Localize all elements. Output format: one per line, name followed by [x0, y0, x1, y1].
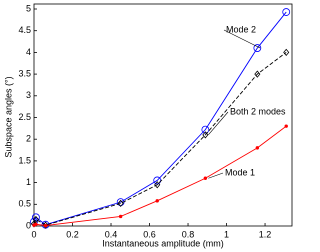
- x-tick-label: 0.2: [66, 229, 79, 239]
- marker: [202, 131, 209, 139]
- marker: [118, 214, 123, 219]
- marker: [154, 181, 161, 189]
- marker: [34, 222, 38, 226]
- marker: [255, 146, 260, 150]
- x-tick-label: 1.2: [259, 229, 272, 239]
- annotation-pointer: [208, 111, 229, 136]
- marker: [32, 215, 39, 224]
- marker: [32, 213, 40, 222]
- marker: [153, 176, 162, 185]
- y-tick-label: 5: [26, 3, 31, 13]
- x-tick-label: 0: [31, 229, 36, 239]
- marker: [43, 223, 48, 228]
- x-axis-label: Instantaneous amplitude (mm): [102, 238, 224, 248]
- y-tick-label: 0.5: [18, 199, 31, 209]
- marker: [254, 70, 261, 78]
- annotation-pointer: [208, 172, 224, 179]
- chart: Instantaneous amplitude (mm) Subspace an…: [3, 3, 293, 248]
- x-tick-label: 0.8: [182, 229, 195, 239]
- x-tick-label: 0.4: [105, 229, 118, 239]
- annotation: Mode 1: [225, 167, 255, 177]
- y-tick-label: 3: [26, 90, 31, 100]
- y-axis-label: Subspace angles (°): [3, 76, 13, 157]
- y-tick-label: 3.5: [18, 68, 31, 78]
- y-tick-label: 0: [26, 220, 31, 230]
- marker: [203, 176, 208, 180]
- marker: [253, 44, 262, 52]
- marker: [283, 48, 290, 57]
- y-tick-label: 4.5: [18, 25, 31, 35]
- plot-area: [33, 3, 293, 227]
- annotation: Both 2 modes: [230, 106, 286, 116]
- y-tick-label: 1.5: [18, 155, 31, 165]
- marker: [155, 199, 159, 203]
- marker: [117, 199, 124, 208]
- y-tick-label: 4: [26, 47, 31, 57]
- marker: [284, 124, 288, 128]
- marker: [201, 125, 210, 134]
- annotation-pointer: [223, 29, 261, 49]
- x-tick-label: 0.6: [143, 229, 156, 239]
- marker: [282, 8, 291, 16]
- x-tick-label: 1: [224, 229, 229, 239]
- annotation: Mode 2: [226, 24, 256, 34]
- y-tick-label: 2: [26, 134, 31, 144]
- y-tick-label: 1: [26, 177, 31, 187]
- marker: [42, 221, 49, 229]
- y-tick-label: 2.5: [18, 112, 31, 122]
